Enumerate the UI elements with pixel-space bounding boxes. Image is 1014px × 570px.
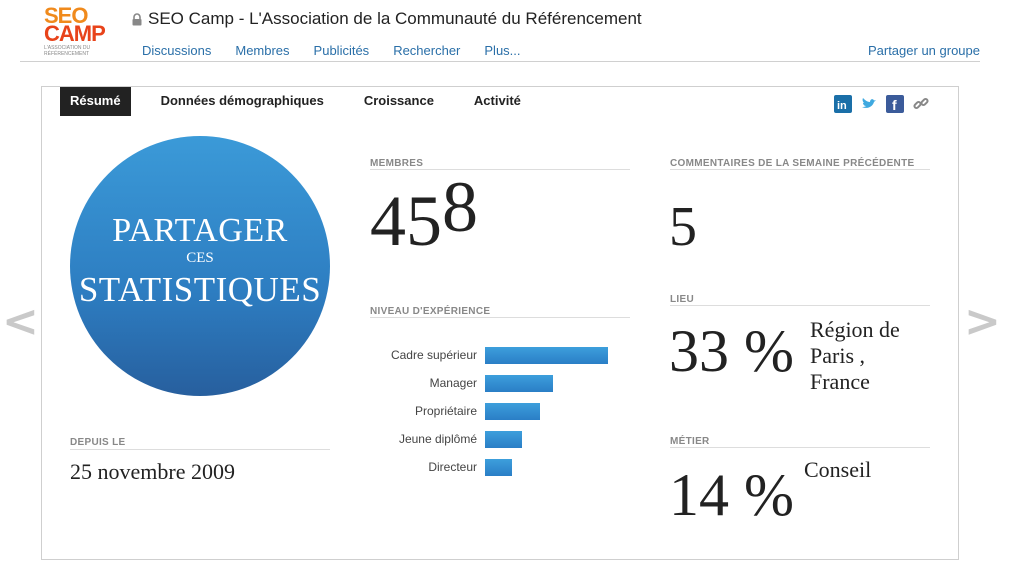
since-rule <box>70 449 330 450</box>
experience-row: Jeune diplômé <box>370 429 630 449</box>
social-share-icons: in f <box>834 95 930 113</box>
location-percent: 33 % <box>669 318 794 384</box>
experience-bar <box>485 403 540 420</box>
facebook-icon[interactable]: f <box>886 95 904 113</box>
tab-demographics[interactable]: Données démographiques <box>160 93 324 108</box>
nav-members[interactable]: Membres <box>235 43 290 58</box>
group-title-text: SEO Camp - L'Association de la Communaut… <box>148 9 642 28</box>
stats-tabs: Résumé Données démographiques Croissance… <box>60 87 551 116</box>
experience-row-label: Cadre supérieur <box>390 348 477 362</box>
link-icon[interactable] <box>912 95 930 113</box>
members-rule <box>370 169 630 170</box>
job-rule <box>670 447 930 448</box>
experience-bar <box>485 347 608 364</box>
share-group-link[interactable]: Partager un groupe <box>867 43 980 58</box>
stats-panel: Résumé Données démographiques Croissance… <box>41 86 959 560</box>
svg-text:in: in <box>837 100 847 112</box>
comments-rule <box>670 169 930 170</box>
linkedin-icon[interactable]: in <box>834 95 852 113</box>
lock-icon <box>131 12 143 26</box>
logo-line2: CAMP <box>44 21 106 46</box>
nav-discussions[interactable]: Discussions <box>142 43 212 58</box>
members-value-sup: 8 <box>442 167 478 247</box>
job-name: Conseil <box>804 457 872 482</box>
job-percent: 14 % <box>669 462 794 528</box>
experience-bar <box>485 431 522 448</box>
header-divider <box>20 61 980 62</box>
experience-bar <box>485 375 553 392</box>
tab-activity[interactable]: Activité <box>473 93 521 108</box>
tab-summary[interactable]: Résumé <box>60 87 131 116</box>
experience-row-label: Jeune diplômé <box>398 432 477 446</box>
experience-row-label: Directeur <box>428 460 477 474</box>
logo-line3: L'ASSOCIATION DU RÉFÉRENCEMENT <box>44 45 91 57</box>
group-title: SEO Camp - L'Association de la Communaut… <box>131 9 642 29</box>
location-name: Région de Paris , France <box>810 317 900 394</box>
experience-rule <box>370 317 630 318</box>
share-stats-button[interactable]: PARTAGER CES STATISTIQUES <box>70 136 330 396</box>
nav-more[interactable]: Plus... <box>484 43 521 58</box>
job-label: MÉTIER <box>670 436 710 447</box>
comments-label: COMMENTAIRES DE LA SEMAINE PRÉCÉDENTE <box>670 158 915 169</box>
location-rule <box>670 305 930 306</box>
since-label: DEPUIS LE <box>70 437 126 448</box>
comments-value: 5 <box>669 196 697 258</box>
location-label: LIEU <box>670 294 694 305</box>
members-value-main: 45 <box>370 181 442 261</box>
share-stats-line2: CES <box>186 250 214 266</box>
since-value: 25 novembre 2009 <box>70 459 235 484</box>
members-value: 458 <box>370 171 478 257</box>
experience-row: Manager <box>370 373 630 393</box>
next-arrow[interactable]: > <box>964 296 1001 347</box>
nav-ads[interactable]: Publicités <box>313 43 370 58</box>
experience-label: NIVEAU D'EXPÉRIENCE <box>370 306 491 317</box>
experience-bar <box>485 459 512 476</box>
seo-camp-logo[interactable]: SEO CAMP L'ASSOCIATION DU RÉFÉRENCEMENT <box>40 3 106 60</box>
logo-line1: SEO <box>44 3 88 28</box>
experience-row: Propriétaire <box>370 401 630 421</box>
members-label: MEMBRES <box>370 158 424 169</box>
share-stats-line3: STATISTIQUES <box>78 270 322 309</box>
experience-row-label: Propriétaire <box>414 404 477 418</box>
prev-arrow[interactable]: < <box>2 296 39 347</box>
svg-text:f: f <box>892 97 897 113</box>
twitter-icon[interactable] <box>860 95 878 113</box>
share-stats-line1: PARTAGER <box>112 212 288 249</box>
experience-row: Directeur <box>370 457 630 477</box>
nav-search[interactable]: Rechercher <box>393 43 461 58</box>
group-nav: Discussions Membres Publicités Recherche… <box>142 43 545 58</box>
experience-row: Cadre supérieur <box>370 345 630 365</box>
experience-row-label: Manager <box>429 376 477 390</box>
tab-growth[interactable]: Croissance <box>363 93 434 108</box>
